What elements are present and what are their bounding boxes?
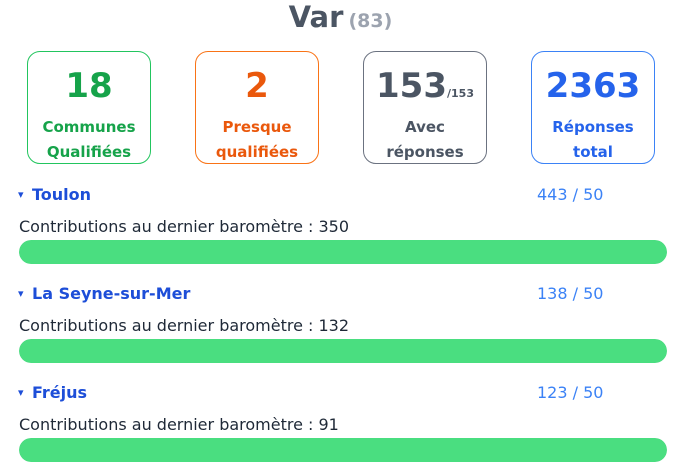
city-toggle[interactable]: ▾ La Seyne-sur-Mer — [18, 283, 190, 305]
stat-label-line1: Communes — [42, 118, 136, 136]
progress-fill — [19, 240, 667, 264]
stat-value: 2 — [245, 66, 269, 106]
stat-label-line2: qualifiées — [215, 143, 299, 161]
stat-label-line2: total — [573, 143, 613, 161]
stat-label-line2: réponses — [386, 143, 464, 161]
progress-bar — [19, 339, 667, 363]
city-name: Toulon — [32, 185, 92, 204]
city-ratio: 443 / 50 — [537, 185, 604, 204]
progress-bar — [19, 438, 667, 462]
city-ratio: 123 / 50 — [537, 383, 604, 402]
caret-down-icon: ▾ — [18, 386, 24, 399]
city-section-frejus: ▾ Fréjus 123 / 50 Contributions au dernie… — [0, 382, 681, 466]
stat-value: 18 — [65, 66, 113, 106]
progress-fill — [19, 438, 667, 462]
department-name: Var — [288, 0, 344, 34]
caret-down-icon: ▾ — [18, 188, 24, 201]
stat-card-total-responses: 2363 Réponses total — [531, 51, 655, 164]
stat-label-line1: Presque — [222, 118, 292, 136]
city-name: La Seyne-sur-Mer — [32, 284, 191, 303]
progress-fill — [19, 339, 667, 363]
city-section-la-seyne-sur-mer: ▾ La Seyne-sur-Mer 138 / 50 Contributions… — [0, 283, 681, 367]
city-toggle[interactable]: ▾ Toulon — [18, 184, 91, 206]
stat-label-line2: Qualifiées — [46, 143, 132, 161]
stat-value: 153/153 — [376, 66, 474, 106]
contributions-label: Contributions au dernier baromètre : 132 — [19, 316, 350, 335]
page-title: Var (83) — [0, 0, 681, 36]
progress-bar — [19, 240, 667, 264]
contributions-label: Contributions au dernier baromètre : 91 — [19, 415, 339, 434]
stat-label-line1: Réponses — [552, 118, 634, 136]
caret-down-icon: ▾ — [18, 287, 24, 300]
department-code: (83) — [348, 10, 393, 32]
city-toggle[interactable]: ▾ Fréjus — [18, 382, 87, 404]
city-section-toulon: ▾ Toulon 443 / 50 Contributions au dernie… — [0, 184, 681, 268]
stat-card-qualified: 18 Communes Qualifiées — [27, 51, 151, 164]
city-ratio: 138 / 50 — [537, 284, 604, 303]
city-name: Fréjus — [32, 383, 88, 402]
stat-card-almost-qualified: 2 Presque qualifiées — [195, 51, 319, 164]
contributions-label: Contributions au dernier baromètre : 350 — [19, 217, 350, 236]
stat-value: 2363 — [545, 66, 641, 106]
stat-card-with-responses: 153/153 Avec réponses — [363, 51, 487, 164]
stat-label-line1: Avec — [405, 118, 445, 136]
